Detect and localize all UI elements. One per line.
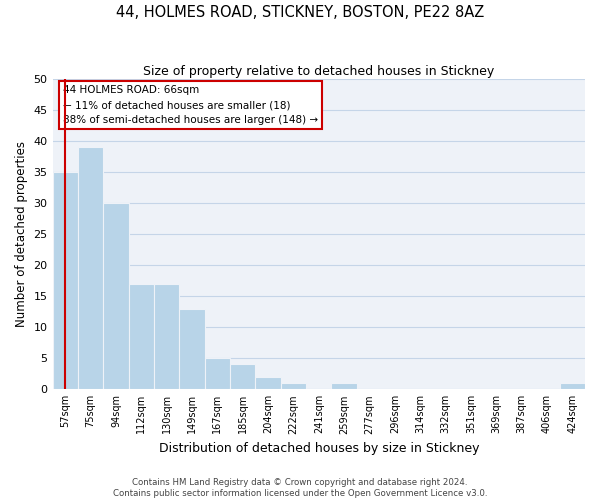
X-axis label: Distribution of detached houses by size in Stickney: Distribution of detached houses by size …	[158, 442, 479, 455]
Title: Size of property relative to detached houses in Stickney: Size of property relative to detached ho…	[143, 65, 494, 78]
Bar	[281, 383, 306, 390]
Bar	[103, 203, 128, 390]
Y-axis label: Number of detached properties: Number of detached properties	[15, 141, 28, 327]
Bar	[154, 284, 179, 390]
Text: 44 HOLMES ROAD: 66sqm
← 11% of detached houses are smaller (18)
88% of semi-deta: 44 HOLMES ROAD: 66sqm ← 11% of detached …	[63, 86, 319, 125]
Bar	[331, 383, 357, 390]
Bar	[256, 377, 281, 390]
Text: Contains HM Land Registry data © Crown copyright and database right 2024.
Contai: Contains HM Land Registry data © Crown c…	[113, 478, 487, 498]
Bar	[78, 148, 103, 390]
Bar	[53, 172, 78, 390]
Text: 44, HOLMES ROAD, STICKNEY, BOSTON, PE22 8AZ: 44, HOLMES ROAD, STICKNEY, BOSTON, PE22 …	[116, 5, 484, 20]
Bar	[128, 284, 154, 390]
Bar	[560, 383, 585, 390]
Bar	[205, 358, 230, 390]
Bar	[230, 364, 256, 390]
Bar	[179, 308, 205, 390]
